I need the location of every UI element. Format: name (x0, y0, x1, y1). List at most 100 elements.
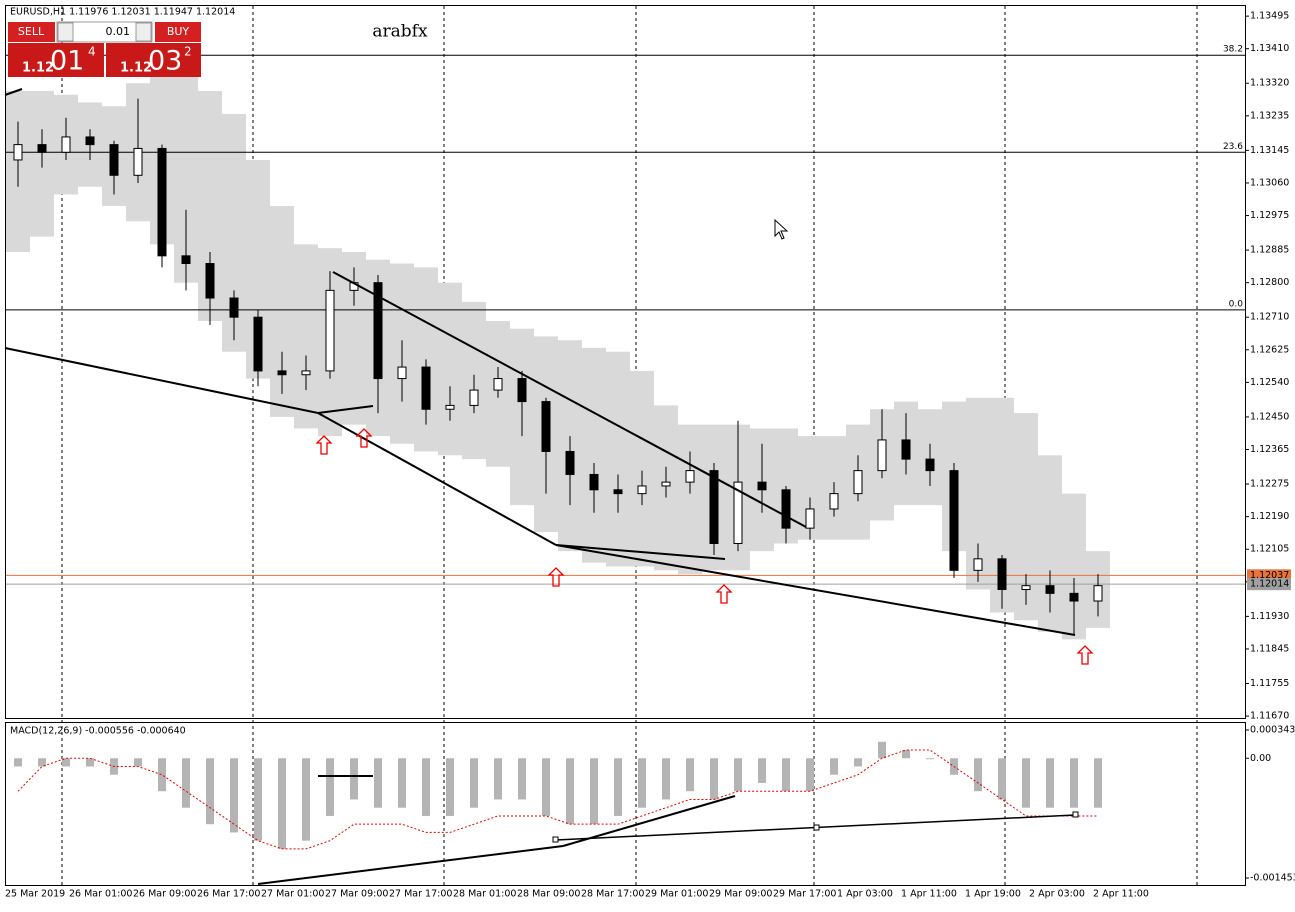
candle-body (541, 401, 551, 452)
candle-body (733, 481, 743, 544)
macd-bar (998, 758, 1006, 800)
y-tick-label: 1.12885 (1250, 245, 1289, 256)
candle-body (421, 366, 431, 410)
macd-bar (686, 758, 694, 792)
macd-bar (398, 758, 406, 808)
candle-body (1093, 585, 1103, 602)
macd-bar (14, 758, 22, 767)
band-segment (438, 282, 462, 456)
macd-bar (878, 741, 886, 759)
anchor (552, 836, 559, 843)
macd-bar (446, 758, 454, 816)
x-tick-label: 27 Mar 09:00 (325, 889, 388, 900)
candle-body (901, 439, 911, 460)
y-tick-label: 1.12450 (1250, 411, 1289, 422)
macd-bar (374, 758, 382, 808)
candle-body (37, 144, 47, 153)
y-tick-label: 1.13495 (1250, 11, 1289, 22)
macd-bar (470, 758, 478, 808)
symbol-header: EURUSD,H1 1.11976 1.12031 1.11947 1.1201… (10, 7, 235, 18)
x-tick-label: 2 Apr 03:00 (1029, 889, 1085, 900)
ask-box[interactable] (106, 43, 201, 77)
macd-bar (734, 758, 742, 792)
macd-bar (494, 758, 502, 800)
candle-body (325, 289, 335, 372)
y-tick-label: 0.00 (1250, 753, 1271, 764)
bid-sup: 4 (88, 45, 96, 59)
candle-body (949, 470, 959, 571)
one-click-panel: SELL 0.01 BUY 1.12 01 4 1.12 03 2 (8, 21, 201, 77)
macd-bar (926, 758, 934, 760)
candle-body (277, 370, 287, 376)
bid-box[interactable] (8, 43, 104, 77)
macd-bar (278, 758, 286, 849)
candle-body (613, 489, 623, 495)
watermark: arabfx (372, 22, 428, 42)
macd-bar (86, 758, 94, 767)
y-tick-label: 1.12710 (1250, 312, 1289, 323)
candle-body (877, 439, 887, 472)
candle-body (493, 378, 503, 391)
y-tick-label: 1.12190 (1250, 511, 1289, 522)
lot-value: 0.01 (106, 25, 131, 38)
macd-bar (302, 758, 310, 841)
trendline (4, 347, 319, 414)
candle-body (1069, 592, 1079, 602)
price-tag (1247, 578, 1291, 591)
band-segment (678, 424, 702, 575)
y-tick-label: 1.12275 (1250, 479, 1289, 490)
up-arrow (355, 428, 373, 448)
macd-bar (1094, 758, 1102, 808)
trendline (555, 544, 1076, 636)
macd-bar (758, 758, 766, 783)
macd-bar (206, 758, 214, 825)
candle-body (709, 470, 719, 544)
y-tick-label: 1.13410 (1250, 43, 1289, 54)
anchor (1072, 811, 1079, 818)
macd-bar (974, 758, 982, 792)
lot-input[interactable] (56, 21, 153, 43)
candle-body (205, 263, 215, 299)
x-tick-label: 29 Mar 09:00 (709, 889, 772, 900)
candle-body (997, 558, 1007, 591)
macd-bar (38, 758, 46, 767)
candle-body (853, 470, 863, 495)
macd-bar (350, 758, 358, 800)
lot-down[interactable] (57, 22, 74, 42)
trendline (4, 88, 23, 96)
trendline (317, 405, 374, 414)
anchor (813, 824, 820, 831)
y-tick-label: 1.13145 (1250, 145, 1289, 156)
candle-body (373, 282, 383, 380)
up-arrow (715, 584, 733, 604)
y-tick-label: 1.11930 (1250, 611, 1289, 622)
x-tick-label: 1 Apr 11:00 (901, 889, 957, 900)
candle-body (517, 378, 527, 403)
macd-bar (662, 758, 670, 800)
bid-main: 01 (50, 46, 84, 77)
macd-bar (518, 758, 526, 800)
y-tick-label: 1.12625 (1250, 344, 1289, 355)
candle-body (109, 144, 119, 176)
y-tick-label: 1.11670 (1250, 711, 1289, 722)
candle-body (469, 389, 479, 406)
y-tick-label: 1.12540 (1250, 377, 1289, 388)
candle-body (829, 493, 839, 510)
sell-button[interactable] (8, 22, 55, 42)
buy-button[interactable] (155, 22, 201, 42)
x-tick-label: 26 Mar 09:00 (133, 889, 196, 900)
y-tick-label: -0.001453 (1250, 872, 1295, 883)
macd-bar (710, 758, 718, 800)
price-tag-label: 1.12037 (1250, 570, 1289, 581)
candle-body (85, 136, 95, 146)
x-tick-label: 28 Mar 09:00 (517, 889, 580, 900)
candle-body (589, 473, 599, 491)
band-segment (630, 370, 654, 567)
macd-title: MACD(12,26,9) -0.000556 -0.000640 (10, 726, 186, 737)
candle-body (661, 481, 671, 487)
lot-up[interactable] (135, 22, 152, 42)
candle-body (61, 136, 71, 153)
x-tick-label: 26 Mar 17:00 (197, 889, 260, 900)
trendline (332, 271, 807, 528)
